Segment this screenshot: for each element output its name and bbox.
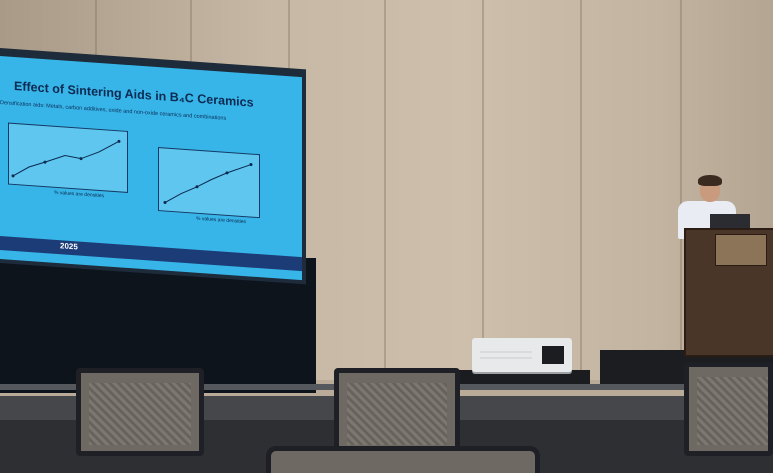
podium-lion-logo bbox=[715, 234, 767, 266]
chair-back bbox=[334, 368, 460, 456]
slide-footer-year: 2025 bbox=[60, 241, 78, 252]
chair-weave bbox=[347, 383, 447, 445]
projector-vents-icon bbox=[480, 346, 564, 364]
wall-seam bbox=[482, 0, 484, 370]
presenter-hair bbox=[698, 175, 722, 186]
wall-seam bbox=[680, 0, 682, 370]
laptop bbox=[710, 214, 750, 228]
slide-plot-right-line bbox=[163, 163, 253, 205]
slide-plot-left bbox=[8, 122, 128, 193]
chair-weave bbox=[697, 377, 768, 445]
projection-screen: Effect of Sintering Aids in B₄C Ceramics… bbox=[0, 56, 302, 281]
chair-back bbox=[684, 362, 773, 456]
slide-plot-right bbox=[158, 147, 260, 219]
slide-plot-left-line bbox=[11, 139, 121, 178]
wall-seam bbox=[580, 0, 582, 370]
projector bbox=[472, 338, 572, 372]
chair-weave bbox=[89, 383, 191, 445]
chair-back bbox=[76, 368, 204, 456]
wall-seam bbox=[384, 0, 386, 370]
chair-back-foreground bbox=[266, 446, 540, 473]
